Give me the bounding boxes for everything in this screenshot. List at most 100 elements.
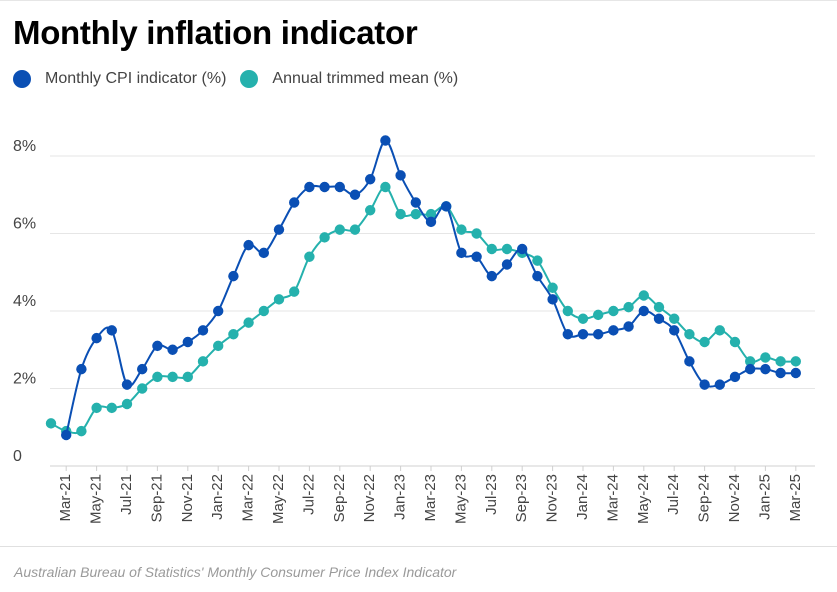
data-point-trimmed bbox=[228, 329, 239, 340]
x-tick-label: Jul-22 bbox=[300, 474, 317, 515]
data-point-cpi bbox=[289, 197, 300, 208]
x-tick-label: Sep-21 bbox=[148, 474, 165, 522]
y-tick-label: 4% bbox=[13, 293, 36, 310]
data-point-trimmed bbox=[790, 356, 801, 367]
data-point-cpi bbox=[167, 344, 178, 355]
data-point-cpi bbox=[608, 325, 619, 336]
data-point-trimmed bbox=[213, 340, 224, 352]
data-point-trimmed bbox=[91, 402, 102, 414]
data-point-cpi bbox=[349, 189, 361, 200]
data-point-trimmed bbox=[273, 294, 285, 305]
y-tick-label: 0 bbox=[13, 448, 22, 465]
data-point-cpi bbox=[456, 247, 467, 259]
legend: Monthly CPI indicator (%) Annual trimmed… bbox=[13, 70, 472, 88]
data-point-trimmed bbox=[745, 356, 756, 367]
data-point-trimmed bbox=[425, 208, 437, 220]
source-note: Australian Bureau of Statistics' Monthly… bbox=[14, 564, 457, 580]
data-point-trimmed bbox=[258, 305, 269, 317]
data-point-cpi bbox=[790, 367, 801, 379]
x-tick-label: Nov-21 bbox=[179, 474, 196, 522]
data-point-trimmed bbox=[608, 305, 619, 317]
data-point-cpi bbox=[304, 181, 315, 193]
data-point-trimmed bbox=[775, 356, 786, 367]
data-point-cpi bbox=[60, 429, 72, 441]
x-tick-label: Jul-21 bbox=[118, 474, 135, 515]
x-tick-label: Jul-23 bbox=[483, 474, 500, 515]
data-point-cpi bbox=[121, 379, 133, 390]
data-point-trimmed bbox=[486, 243, 497, 255]
x-tick-label: Sep-22 bbox=[331, 474, 348, 522]
legend-item-trimmed: Annual trimmed mean (%) bbox=[240, 70, 458, 88]
data-point-cpi bbox=[562, 329, 573, 340]
y-axis-ticks: 0 2% 4% 6% 8% bbox=[13, 138, 36, 465]
data-point-trimmed bbox=[684, 329, 695, 340]
data-point-trimmed bbox=[243, 317, 254, 328]
data-point-trimmed bbox=[653, 301, 665, 313]
legend-item-cpi: Monthly CPI indicator (%) bbox=[13, 70, 226, 88]
x-tick-label: Mar-21 bbox=[57, 474, 74, 522]
legend-label-cpi: Monthly CPI indicator (%) bbox=[45, 70, 227, 87]
data-point-cpi bbox=[182, 336, 193, 348]
x-tick-label: Nov-22 bbox=[361, 474, 378, 522]
data-point-cpi bbox=[593, 329, 604, 340]
data-point-trimmed bbox=[760, 352, 771, 363]
data-point-cpi bbox=[577, 329, 589, 340]
data-point-cpi bbox=[273, 224, 285, 235]
data-point-trimmed bbox=[76, 425, 87, 437]
data-point-cpi bbox=[441, 201, 452, 212]
data-point-cpi bbox=[547, 294, 558, 305]
data-point-cpi bbox=[471, 251, 482, 262]
data-point-cpi bbox=[106, 325, 118, 336]
data-point-cpi bbox=[152, 340, 163, 352]
data-point-cpi bbox=[517, 243, 528, 255]
x-tick-label: Nov-24 bbox=[726, 474, 743, 522]
data-point-trimmed bbox=[152, 371, 163, 383]
data-point-trimmed bbox=[319, 232, 330, 243]
data-point-cpi bbox=[760, 363, 771, 375]
y-tick-label: 2% bbox=[13, 371, 36, 388]
data-point-cpi bbox=[669, 325, 680, 336]
legend-label-trimmed: Annual trimmed mean (%) bbox=[272, 70, 459, 87]
data-point-trimmed bbox=[121, 398, 133, 410]
data-point-cpi bbox=[213, 305, 224, 317]
series-line-cpi bbox=[65, 139, 796, 436]
data-point-trimmed bbox=[577, 313, 589, 324]
x-axis-ticks: Mar-21 May-21 Jul-21 Sep-21 Nov-21 Jan-22 Mar-… bbox=[57, 466, 804, 524]
x-tick-label: Sep-24 bbox=[696, 474, 713, 522]
data-point-cpi bbox=[334, 181, 345, 193]
data-point-cpi bbox=[319, 181, 330, 193]
data-point-trimmed bbox=[714, 325, 725, 336]
data-point-cpi bbox=[197, 325, 209, 336]
data-point-cpi bbox=[714, 379, 725, 390]
x-tick-label: May-21 bbox=[88, 474, 105, 524]
x-tick-label: Mar-25 bbox=[787, 474, 804, 522]
data-point-cpi bbox=[745, 363, 756, 375]
data-point-trimmed bbox=[410, 208, 421, 220]
data-point-cpi bbox=[425, 216, 437, 228]
data-point-trimmed bbox=[456, 224, 467, 235]
data-point-trimmed bbox=[45, 418, 57, 429]
y-tick-label: 8% bbox=[13, 138, 36, 155]
data-point-trimmed bbox=[501, 243, 513, 255]
data-point-trimmed bbox=[106, 402, 118, 414]
line-chart: 0 2% 4% 6% 8% Mar-21 May-21 Jul-21 Sep-21 Nov-21… bbox=[13, 135, 815, 524]
data-point-cpi bbox=[623, 321, 634, 332]
data-point-trimmed bbox=[729, 336, 741, 348]
x-tick-label: Jan-25 bbox=[756, 474, 773, 520]
data-point-cpi bbox=[684, 356, 695, 367]
legend-swatch-cpi bbox=[13, 70, 31, 88]
data-point-trimmed bbox=[334, 224, 345, 235]
data-point-cpi bbox=[410, 197, 421, 208]
data-point-trimmed bbox=[380, 181, 391, 193]
data-point-trimmed bbox=[304, 251, 315, 262]
data-point-trimmed bbox=[593, 309, 604, 321]
data-point-cpi bbox=[228, 270, 239, 282]
series-trimmed bbox=[45, 181, 801, 437]
x-tick-label: May-23 bbox=[452, 474, 469, 524]
series-line-trimmed bbox=[50, 186, 796, 435]
data-point-trimmed bbox=[395, 208, 406, 220]
data-point-cpi bbox=[380, 135, 391, 146]
data-point-trimmed bbox=[365, 205, 376, 216]
data-point-trimmed bbox=[547, 282, 558, 293]
data-point-cpi bbox=[775, 367, 786, 379]
